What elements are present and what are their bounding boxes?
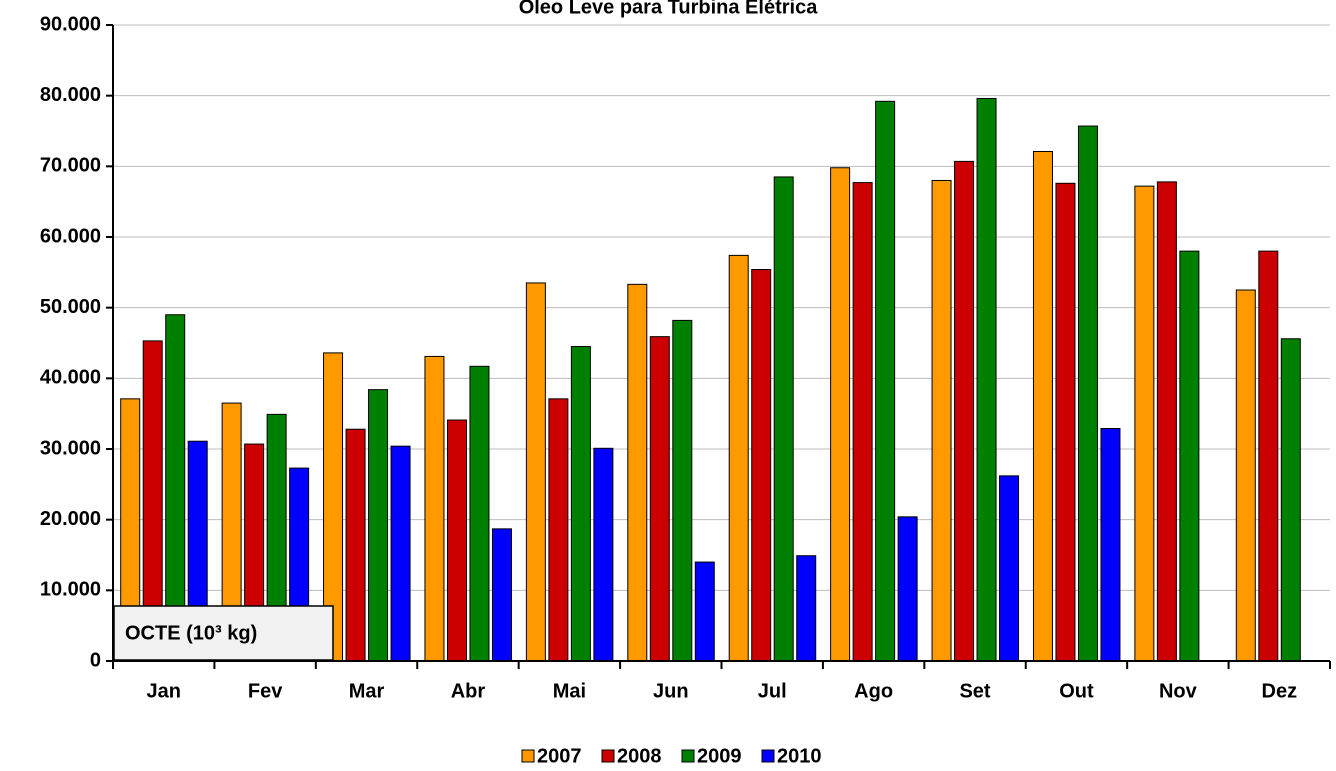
bar xyxy=(1156,181,1177,662)
legend-label: 2010 xyxy=(777,745,822,767)
x-tick-label: Dez xyxy=(1262,680,1298,702)
chart-title: Óleo Leve para Turbina Elétrica xyxy=(519,0,819,18)
bar xyxy=(852,182,873,662)
bar xyxy=(390,445,411,662)
bar xyxy=(1235,289,1256,662)
bar xyxy=(525,282,546,662)
bar xyxy=(469,365,490,662)
legend-swatch xyxy=(761,749,775,763)
bar xyxy=(954,160,975,662)
x-tick-label: Ago xyxy=(854,680,893,702)
bar xyxy=(830,167,851,662)
bar xyxy=(491,528,512,662)
legend-swatch xyxy=(681,749,695,763)
annotation: OCTE (10³ kg) xyxy=(125,622,257,644)
x-tick-label: Jun xyxy=(653,680,689,702)
bar xyxy=(1032,150,1053,662)
bar xyxy=(796,555,817,662)
legend-label: 2008 xyxy=(617,745,662,767)
x-tick-label: Abr xyxy=(451,680,486,702)
bar xyxy=(931,179,952,662)
x-tick-label: Set xyxy=(959,680,990,702)
bar xyxy=(672,319,693,662)
y-tick-label: 40.000 xyxy=(40,367,101,389)
bar xyxy=(751,269,772,662)
annotation-box xyxy=(113,605,334,661)
legend: 2007 2008 2009 2010 xyxy=(521,745,822,767)
y-tick-label: 80.000 xyxy=(40,84,101,106)
bar xyxy=(1134,185,1155,662)
bar xyxy=(1055,182,1076,662)
bar xyxy=(1100,428,1121,662)
y-tick-label: 90.000 xyxy=(40,13,101,35)
bar xyxy=(875,100,896,662)
bar xyxy=(773,176,794,662)
x-tick-label: Out xyxy=(1059,680,1094,702)
x-tick-label: Mar xyxy=(349,680,385,702)
y-tick-label: 30.000 xyxy=(40,437,101,459)
legend-swatch xyxy=(601,749,615,763)
bar xyxy=(627,283,648,662)
bar xyxy=(976,97,997,662)
x-tick-label: Jul xyxy=(758,680,787,702)
x-tick-label: Mai xyxy=(553,680,586,702)
y-tick-label: 0 xyxy=(90,649,101,671)
bar xyxy=(694,561,715,662)
bar xyxy=(1280,338,1301,662)
legend-label: 2009 xyxy=(697,745,742,767)
y-tick-label: 10.000 xyxy=(40,579,101,601)
bar xyxy=(345,428,366,662)
y-tick-label: 50.000 xyxy=(40,296,101,318)
y-tick-label: 60.000 xyxy=(40,225,101,247)
y-tick-label: 70.000 xyxy=(40,155,101,177)
bar xyxy=(424,355,445,662)
x-tick-label: Fev xyxy=(248,680,283,702)
bar xyxy=(593,447,614,662)
x-tick-label: Jan xyxy=(146,680,180,702)
bar xyxy=(728,254,749,662)
bar xyxy=(649,336,670,662)
bar xyxy=(570,346,591,662)
bar xyxy=(1258,250,1279,662)
legend-swatch xyxy=(521,749,535,763)
bar xyxy=(1077,125,1098,662)
bar xyxy=(548,398,569,662)
x-tick-label: Nov xyxy=(1159,680,1198,702)
y-tick-label: 20.000 xyxy=(40,508,101,530)
bar xyxy=(1179,250,1200,662)
bar xyxy=(999,475,1020,662)
bar xyxy=(446,419,467,662)
bar xyxy=(897,516,918,662)
bar xyxy=(368,389,389,662)
legend-label: 2007 xyxy=(537,745,582,767)
